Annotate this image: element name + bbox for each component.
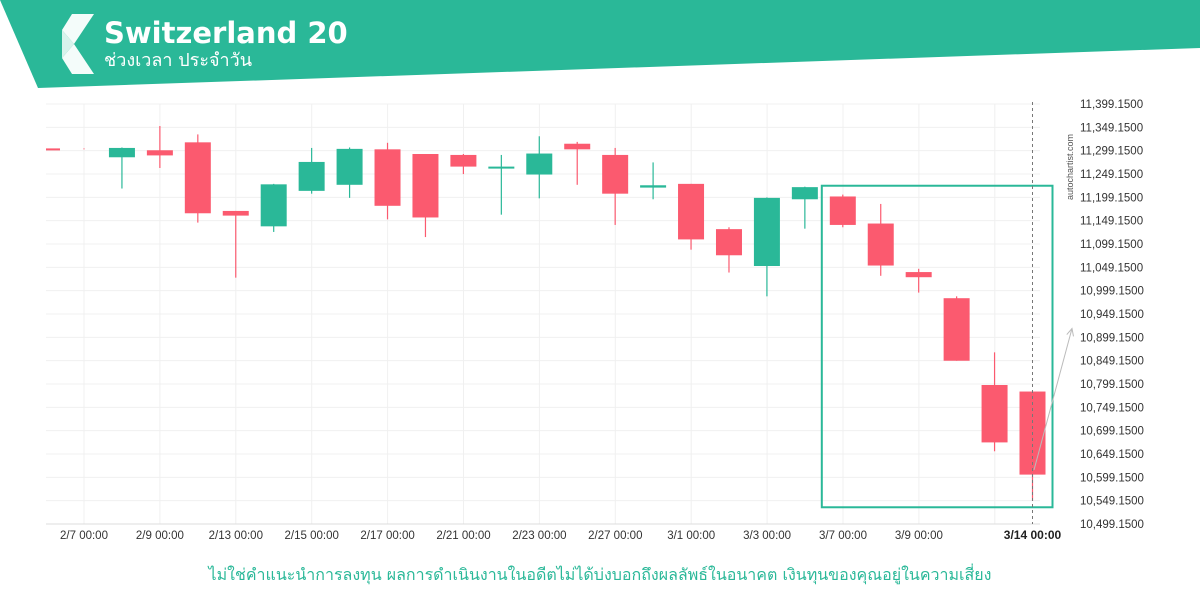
candle-body	[602, 154, 629, 194]
candle-body	[222, 210, 249, 216]
candle	[905, 268, 932, 293]
candle	[829, 194, 856, 228]
y-tick-label: 10,949.1500	[1080, 309, 1144, 321]
disclaimer: ไม่ใช่คำแนะนำการลงทุน ผลการดำเนินงานในอด…	[208, 565, 992, 584]
candle	[336, 147, 363, 198]
candle-body	[943, 298, 970, 361]
x-tick-label: 2/17 00:00	[360, 530, 414, 542]
candle-body	[564, 143, 591, 150]
candle	[184, 134, 211, 223]
candle-body	[374, 149, 401, 206]
y-tick-label: 10,599.1500	[1080, 472, 1144, 484]
watermark: autochartist.com	[1065, 133, 1075, 200]
x-tick-label: 2/23 00:00	[512, 530, 566, 542]
candle	[791, 186, 818, 229]
y-axis: 11,399.1500 11,349.1500 11,299.1500 11,249.…	[1080, 99, 1144, 531]
candle-body	[640, 185, 667, 188]
candle	[640, 162, 667, 200]
y-tick-label: 10,999.1500	[1080, 286, 1144, 298]
candle	[943, 296, 970, 361]
candle-body	[146, 150, 173, 156]
x-axis: 2/7 00:00 2/9 00:00 2/13 00:00 2/15 00:00 2/…	[60, 528, 1061, 542]
candle	[450, 154, 477, 175]
y-tick-label: 10,849.1500	[1080, 356, 1144, 368]
x-tick-label: 3/7 00:00	[819, 530, 867, 542]
candle	[715, 227, 742, 273]
candle	[298, 147, 325, 194]
y-tick-label: 11,299.1500	[1080, 146, 1143, 158]
projection-arrow	[1033, 328, 1073, 471]
candle-body	[791, 187, 818, 200]
candle	[564, 141, 591, 185]
candle	[488, 154, 515, 215]
candle	[867, 203, 894, 276]
candle-body	[336, 148, 363, 185]
candle	[222, 210, 249, 278]
candle	[526, 136, 553, 199]
candle-body	[450, 154, 477, 167]
candle	[753, 197, 780, 297]
y-tick-label: 10,699.1500	[1080, 426, 1144, 438]
x-tick-label: 2/27 00:00	[588, 530, 642, 542]
candle-body	[526, 153, 553, 175]
candle-body	[260, 184, 287, 227]
y-tick-label: 11,349.1500	[1080, 122, 1143, 134]
candle-body	[46, 148, 60, 151]
candle	[46, 148, 85, 151]
candle	[108, 147, 135, 189]
y-tick-label: 11,199.1500	[1080, 192, 1143, 204]
candle	[981, 352, 1008, 452]
y-tick-label: 11,099.1500	[1080, 239, 1143, 251]
candles	[46, 126, 1046, 501]
header-banner	[0, 0, 1200, 88]
pattern-box	[820, 184, 1054, 509]
candle-body	[678, 183, 705, 240]
projection-arrow-head	[1066, 327, 1074, 337]
y-tick-label: 10,499.1500	[1080, 519, 1144, 531]
x-tick-label: 2/7 00:00	[60, 530, 108, 542]
candle-body	[829, 196, 856, 225]
interval-subtitle: ช่วงเวลา ประจำวัน	[104, 50, 253, 71]
x-tick-label: 3/3 00:00	[743, 530, 791, 542]
x-tick-label: 2/21 00:00	[436, 530, 490, 542]
candle-body	[108, 147, 135, 158]
candle-body	[715, 229, 742, 256]
candle-body	[867, 223, 894, 266]
candle-body	[412, 154, 439, 218]
x-tick-label: 3/9 00:00	[895, 530, 943, 542]
header-background	[0, 0, 1200, 88]
candle-body	[184, 142, 211, 214]
y-tick-label: 10,749.1500	[1080, 402, 1144, 414]
candle-body	[981, 385, 1008, 443]
candle	[412, 154, 439, 238]
candle	[602, 147, 629, 225]
candle-body	[905, 272, 932, 278]
chart-overlay	[820, 102, 1074, 524]
x-tick-label: 2/13 00:00	[209, 530, 263, 542]
candle-body	[488, 166, 515, 169]
y-tick-label: 10,899.1500	[1080, 332, 1144, 344]
candle	[374, 142, 401, 220]
candle-body	[298, 161, 325, 191]
y-tick-label: 11,149.1500	[1080, 216, 1143, 228]
x-tick-label: 2/15 00:00	[285, 530, 339, 542]
y-tick-label: 11,249.1500	[1080, 169, 1143, 181]
candle	[146, 126, 173, 169]
y-tick-label: 11,399.1500	[1080, 99, 1143, 111]
logo-icon	[62, 14, 94, 74]
y-tick-label: 10,549.1500	[1080, 496, 1144, 508]
x-tick-label: 2/9 00:00	[136, 530, 184, 542]
y-tick-label: 11,049.1500	[1080, 262, 1143, 274]
instrument-title: Switzerland 20	[104, 16, 348, 50]
y-tick-label: 10,799.1500	[1080, 379, 1144, 391]
candle	[260, 183, 287, 232]
candle-body	[753, 197, 780, 267]
candle	[678, 183, 705, 250]
y-tick-label: 10,649.1500	[1080, 449, 1144, 461]
x-tick-label: 3/1 00:00	[667, 530, 715, 542]
x-tick-label: 3/14 00:00	[1004, 528, 1062, 542]
